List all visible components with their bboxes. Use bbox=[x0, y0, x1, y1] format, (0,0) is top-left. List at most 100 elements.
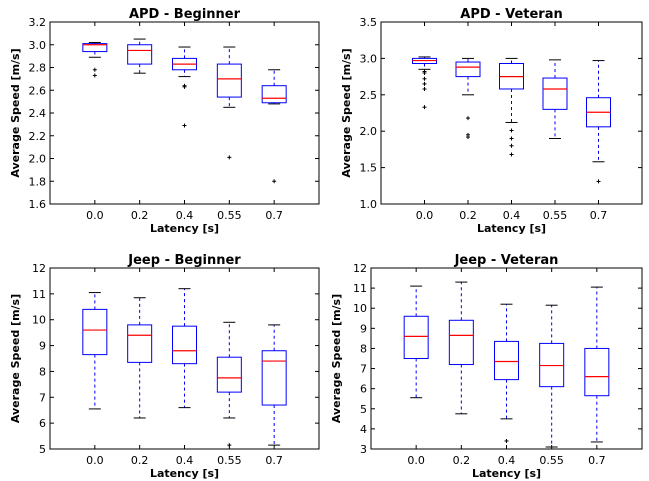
box-0.55 bbox=[216, 321, 242, 448]
y-tick-label: 4 bbox=[360, 423, 367, 436]
y-tick-label: 2.0 bbox=[29, 153, 47, 166]
box-0.55 bbox=[539, 304, 565, 448]
y-tick-label: 5 bbox=[360, 403, 367, 416]
y-tick-label: 2.5 bbox=[360, 89, 378, 102]
box-0.0 bbox=[412, 56, 437, 110]
y-axis-label: Average Speed [m/s] bbox=[330, 294, 343, 423]
box-0.2 bbox=[455, 57, 481, 140]
box-iqr bbox=[403, 315, 429, 359]
outlier-marker bbox=[422, 76, 427, 81]
x-tick-label: 0.7 bbox=[265, 209, 283, 222]
x-tick-label: 0.2 bbox=[453, 454, 471, 467]
x-tick-label: 0.55 bbox=[539, 454, 564, 467]
outlier-marker bbox=[227, 155, 232, 160]
y-tick-label: 1.8 bbox=[29, 175, 47, 188]
y-tick-label: 7 bbox=[360, 363, 367, 376]
x-tick-label: 0.55 bbox=[217, 454, 242, 467]
chart-panel-2: APD - Veteran 1.0 1.5 2.0 2.5 3.0 3.5 0.0 0.2 0.4… bbox=[340, 7, 643, 235]
y-tick-label: 3.5 bbox=[360, 16, 378, 29]
y-tick-label: 9 bbox=[39, 340, 46, 353]
chart-panel-1: APD - Beginner 1.6 1.8 2.0 2.2 2.4 2.6 2.8 3.0 3.… bbox=[9, 7, 320, 235]
y-tick-label: 8 bbox=[39, 365, 46, 378]
outlier-marker bbox=[509, 143, 514, 148]
box-iqr bbox=[127, 44, 153, 65]
y-tick-label: 2.0 bbox=[360, 125, 378, 138]
box-0.55 bbox=[216, 46, 242, 160]
x-tick-label: 0.0 bbox=[86, 209, 104, 222]
chart-title: Jeep - Veteran bbox=[454, 253, 559, 268]
y-tick-label: 2.4 bbox=[29, 107, 47, 120]
chart-panel-3: Jeep - Beginner 5 6 7 8 9 10 11 12 0.0 0.2 0.4 0.55 0… bbox=[9, 253, 320, 480]
plot-frame bbox=[49, 21, 320, 205]
x-axis-label: Latency [s] bbox=[472, 467, 541, 480]
y-tick-label: 6 bbox=[39, 417, 46, 430]
y-tick-label: 3.0 bbox=[360, 52, 378, 65]
outlier-marker bbox=[509, 136, 514, 141]
box-iqr bbox=[448, 319, 474, 366]
outlier-marker bbox=[596, 179, 601, 184]
box-0.7 bbox=[261, 324, 287, 446]
outlier-marker bbox=[422, 105, 427, 110]
box-0.4 bbox=[494, 303, 519, 443]
outlier-marker bbox=[272, 179, 277, 184]
box-0.0 bbox=[403, 285, 429, 399]
x-tick-label: 0.2 bbox=[131, 209, 149, 222]
y-tick-label: 1.6 bbox=[29, 198, 47, 211]
y-tick-label: 5 bbox=[39, 443, 46, 456]
outlier-marker bbox=[227, 443, 232, 448]
outlier-marker bbox=[504, 438, 509, 443]
chart-panel-4: Jeep - Veteran 3 4 5 6 7 8 9 10 11 12 0.0 0.2 0.4 0.55… bbox=[330, 253, 643, 480]
x-tick-label: 0.55 bbox=[543, 209, 568, 222]
box-0.55 bbox=[542, 59, 568, 139]
outlier-marker bbox=[182, 84, 187, 89]
y-tick-label: 11 bbox=[353, 282, 367, 295]
outlier-marker bbox=[466, 116, 470, 121]
box-iqr bbox=[455, 61, 481, 78]
x-tick-label: 0.55 bbox=[217, 209, 242, 222]
box-iqr bbox=[542, 77, 568, 110]
y-tick-label: 3.2 bbox=[29, 16, 47, 29]
x-axis-label: Latency [s] bbox=[150, 222, 219, 235]
x-tick-label: 0.0 bbox=[407, 454, 425, 467]
x-tick-label: 0.4 bbox=[498, 454, 516, 467]
x-axis-label: Latency [s] bbox=[150, 467, 219, 480]
outlier-marker bbox=[92, 67, 97, 72]
box-iqr bbox=[82, 43, 108, 53]
y-tick-label: 11 bbox=[32, 288, 46, 301]
box-0.7 bbox=[584, 286, 610, 443]
x-tick-label: 0.4 bbox=[176, 209, 194, 222]
y-tick-label: 9 bbox=[360, 322, 367, 335]
outlier-marker bbox=[509, 152, 514, 157]
box-iqr bbox=[127, 324, 153, 363]
x-tick-label: 0.2 bbox=[131, 454, 149, 467]
outlier-marker bbox=[466, 135, 470, 140]
y-tick-label: 1.0 bbox=[360, 198, 378, 211]
chart-title: APD - Beginner bbox=[129, 7, 241, 22]
y-tick-label: 10 bbox=[353, 302, 367, 315]
x-tick-label: 0.2 bbox=[459, 209, 477, 222]
outlier-marker bbox=[182, 123, 187, 128]
y-tick-label: 2.2 bbox=[29, 130, 47, 143]
box-0.2 bbox=[127, 38, 153, 74]
box-0.2 bbox=[448, 281, 474, 415]
y-tick-label: 1.5 bbox=[360, 162, 378, 175]
x-tick-label: 0.0 bbox=[86, 454, 104, 467]
x-axis-label: Latency [s] bbox=[477, 222, 546, 235]
x-tick-label: 0.7 bbox=[265, 454, 283, 467]
box-iqr bbox=[172, 325, 197, 365]
x-tick-label: 0.4 bbox=[176, 454, 194, 467]
y-axis-label: Average Speed [m/s] bbox=[9, 48, 22, 177]
y-tick-label: 3 bbox=[360, 443, 367, 456]
x-tick-label: 0.0 bbox=[416, 209, 434, 222]
box-iqr bbox=[216, 63, 242, 98]
outlier-marker bbox=[422, 86, 427, 91]
box-0.4 bbox=[499, 57, 524, 157]
x-tick-label: 0.7 bbox=[588, 454, 606, 467]
chart-title: APD - Veteran bbox=[460, 7, 562, 22]
outlier-marker bbox=[92, 73, 97, 78]
box-iqr bbox=[584, 347, 610, 397]
y-tick-label: 2.6 bbox=[29, 84, 47, 97]
box-0.4 bbox=[172, 46, 197, 128]
box-0.7 bbox=[586, 60, 611, 184]
outlier-marker bbox=[422, 70, 427, 75]
